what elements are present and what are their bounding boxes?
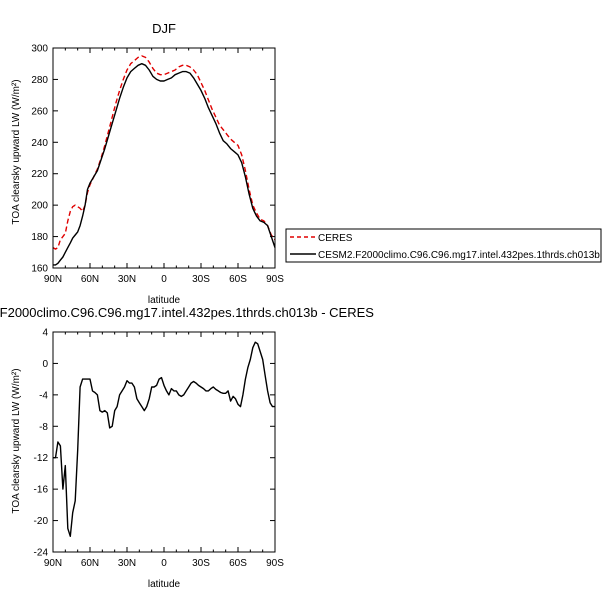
bottom-ytick-label: -4 [39, 390, 48, 401]
legend-label-ceres: CERES [318, 233, 353, 244]
bottom-panel-ylabel: TOA clearsky upward LW (W/m²) [11, 368, 22, 513]
bottom-panel-frame [52, 331, 276, 553]
bottom-ytick-label: -8 [39, 422, 48, 433]
bottom-xtick-label: 30S [192, 558, 210, 569]
bottom-xtick-label: 0 [161, 558, 167, 569]
bottom-ytick-label: -20 [34, 516, 49, 527]
top-xtick-label: 90S [266, 274, 284, 285]
top-ytick-label: 180 [31, 232, 48, 243]
top-panel-title: DJF [152, 21, 176, 36]
top-ytick-label: 160 [31, 264, 48, 275]
bottom-series-line-0 [53, 341, 275, 537]
legend-label-model: CESM2.F2000climo.C96.C96.mg17.intel.432p… [318, 250, 600, 261]
top-xtick-label: 0 [161, 274, 167, 285]
top-ytick-label: 200 [31, 201, 48, 212]
top-xtick-label: 30S [192, 274, 210, 285]
bottom-ytick-label: 0 [42, 359, 48, 370]
top-xtick-label: 90N [44, 274, 62, 285]
legend: CERES CESM2.F2000climo.C96.C96.mg17.inte… [285, 228, 602, 263]
bottom-ytick-label: -16 [34, 485, 49, 496]
top-xtick-label: 60S [229, 274, 247, 285]
bottom-panel-series [53, 341, 275, 537]
top-panel: DJF latitude TOA clearsky upward LW (W/m… [11, 21, 284, 306]
top-xtick-label: 30N [118, 274, 136, 285]
top-panel-ylabel: TOA clearsky upward LW (W/m²) [11, 79, 22, 224]
top-series-line-0 [52, 55, 276, 250]
top-panel-xlabel: latitude [148, 295, 181, 306]
top-ytick-label: 240 [31, 138, 48, 149]
top-panel-series [52, 55, 276, 266]
bottom-xtick-label: 30N [118, 558, 136, 569]
top-xtick-label: 60N [81, 274, 99, 285]
bottom-ytick-label: -12 [34, 453, 49, 464]
top-ytick-label: 260 [31, 106, 48, 117]
bottom-xtick-label: 60N [81, 558, 99, 569]
top-ytick-label: 280 [31, 75, 48, 86]
bottom-ytick-label: 4 [42, 328, 48, 339]
bottom-xtick-label: 90N [44, 558, 62, 569]
top-ytick-label: 220 [31, 169, 48, 180]
bottom-panel: .F2000climo.C96.C96.mg17.intel.432pes.1t… [0, 305, 374, 590]
top-ytick-label: 300 [31, 44, 48, 55]
bottom-panel-xlabel: latitude [148, 579, 181, 590]
bottom-xtick-label: 90S [266, 558, 284, 569]
bottom-ytick-label: -24 [34, 548, 49, 559]
top-panel-frame [52, 47, 276, 269]
bottom-xtick-label: 60S [229, 558, 247, 569]
bottom-panel-title: .F2000climo.C96.C96.mg17.intel.432pes.1t… [0, 305, 374, 320]
top-series-line-1 [53, 63, 276, 266]
legend-box [285, 228, 602, 263]
top-panel-ticks: 90N 60N 30N 0 30S 60S 90S 160 180 200 220 240 260 280… [31, 44, 284, 286]
